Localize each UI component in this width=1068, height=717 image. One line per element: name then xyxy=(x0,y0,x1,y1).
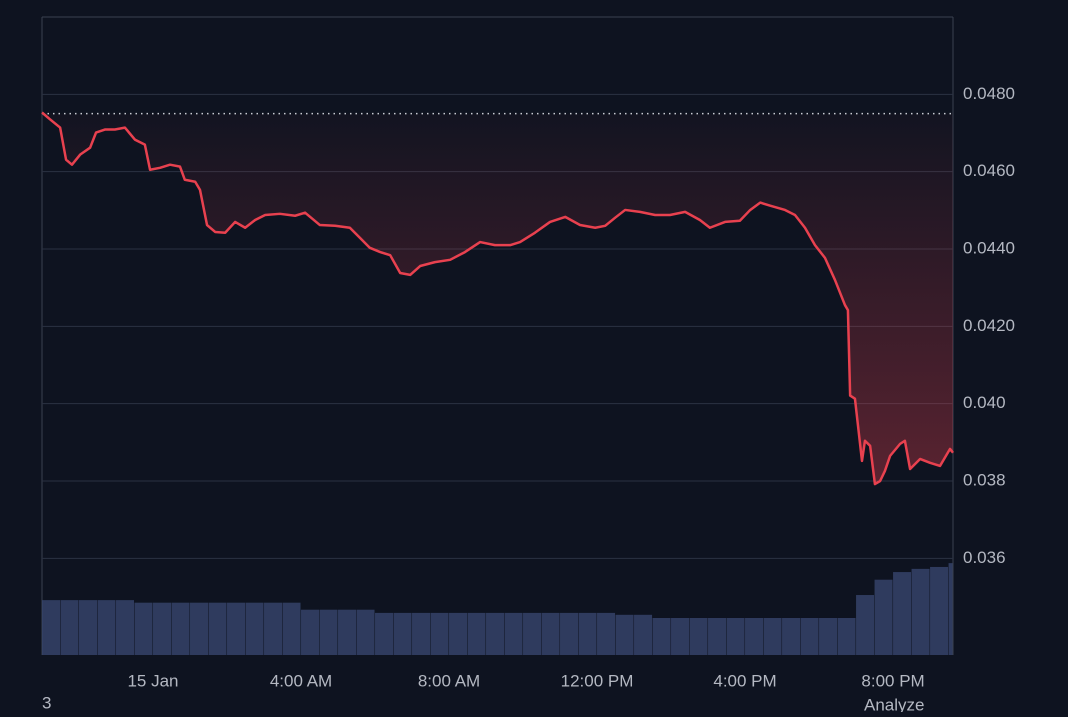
volume-bar xyxy=(819,617,838,655)
volume-bar xyxy=(153,602,172,655)
volume-bar xyxy=(301,609,320,655)
x-tick-label: 8:00 AM xyxy=(418,671,480,690)
volume-bar xyxy=(652,617,671,655)
volume-bar xyxy=(60,600,79,655)
y-tick-label: 0.0440 xyxy=(963,238,1015,257)
volume-bar xyxy=(449,612,468,655)
volume-bar xyxy=(467,612,486,655)
volume-bar xyxy=(541,612,560,655)
x-tick-label: 8:00 PM xyxy=(861,671,924,690)
volume-bar xyxy=(948,563,953,655)
volume-bar xyxy=(726,617,745,655)
y-tick-label: 0.038 xyxy=(963,470,1006,489)
volume-bar xyxy=(375,612,394,655)
y-tick-label: 0.040 xyxy=(963,393,1006,412)
volume-bar xyxy=(523,612,542,655)
volume-bar xyxy=(79,600,98,655)
volume-bar xyxy=(116,600,135,655)
volume-bar xyxy=(800,617,819,655)
volume-bar xyxy=(245,602,264,655)
volume-bar xyxy=(597,612,616,655)
volume-bar xyxy=(393,612,412,655)
y-tick-label: 0.0460 xyxy=(963,161,1015,180)
volume-bar xyxy=(97,600,116,655)
volume-bar xyxy=(671,617,690,655)
volume-bar xyxy=(911,568,930,655)
volume-bar xyxy=(874,579,893,655)
volume-bar xyxy=(486,612,505,655)
x-tick-label: 12:00 PM xyxy=(561,671,634,690)
y-tick-label: 0.0480 xyxy=(963,84,1015,103)
volume-bar xyxy=(930,566,949,655)
volume-bar xyxy=(763,617,782,655)
x-tick-label: 4:00 AM xyxy=(270,671,332,690)
volume-bar xyxy=(893,572,912,655)
x-tick-label: 4:00 PM xyxy=(713,671,776,690)
volume-bar xyxy=(837,617,856,655)
volume-bar xyxy=(227,602,246,655)
volume-bar xyxy=(745,617,764,655)
y-tick-label: 0.0420 xyxy=(963,316,1015,335)
volume-bar xyxy=(430,612,449,655)
volume-bar xyxy=(782,617,801,655)
volume-bar xyxy=(356,609,375,655)
volume-bar xyxy=(171,602,190,655)
volume-bar xyxy=(208,602,227,655)
volume-bar xyxy=(689,617,708,655)
footer-right: Analyze xyxy=(864,695,924,712)
volume-bar xyxy=(708,617,727,655)
footer-left: 3 xyxy=(42,693,51,712)
area-fill xyxy=(42,112,953,485)
volume-bar xyxy=(560,612,579,655)
volume-bar xyxy=(319,609,338,655)
volume-bar xyxy=(42,600,61,655)
volume-bar xyxy=(134,602,153,655)
volume-bar xyxy=(615,614,634,655)
volume-bar xyxy=(856,595,875,655)
volume-bar xyxy=(190,602,209,655)
volume-bar xyxy=(578,612,597,655)
volume-bar xyxy=(282,602,301,655)
volume-bar xyxy=(264,602,283,655)
volume-bar xyxy=(338,609,357,655)
volume-bar xyxy=(634,614,653,655)
volume-bar xyxy=(504,612,523,655)
y-tick-label: 0.036 xyxy=(963,548,1006,567)
x-tick-label: 15 Jan xyxy=(127,671,178,690)
price-line xyxy=(41,111,954,486)
volume-bar xyxy=(412,612,431,655)
